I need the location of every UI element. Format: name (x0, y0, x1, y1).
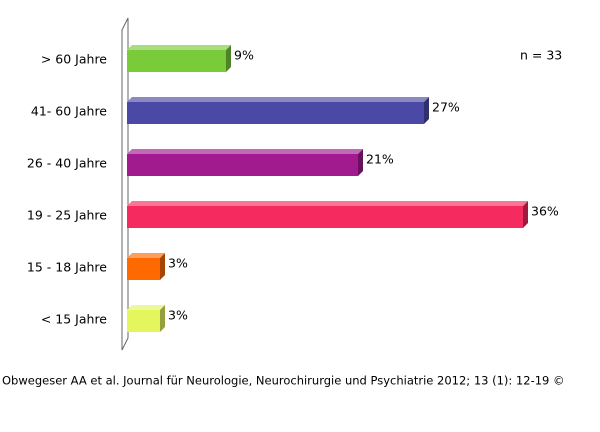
y-tick-label: 26 - 40 Jahre (27, 156, 107, 171)
bar (127, 102, 424, 124)
y-tick-label: 15 - 18 Jahre (27, 260, 107, 275)
value-label: 21% (366, 152, 394, 167)
annotation: n = 33 (520, 48, 562, 63)
bar-top (127, 45, 231, 50)
bar-side (226, 45, 231, 72)
y-tick-label: 19 - 25 Jahre (27, 208, 107, 223)
bar-top (127, 253, 165, 258)
bar (127, 310, 160, 332)
bar (127, 154, 358, 176)
back-wall (121, 17, 129, 351)
value-label: 3% (168, 308, 188, 323)
value-label: 27% (432, 100, 460, 115)
bar-side (358, 149, 363, 176)
source: Obwegeser AA et al. Journal für Neurolog… (2, 374, 565, 388)
bar-side (160, 253, 165, 280)
bar-top (127, 97, 429, 102)
bar-side (424, 97, 429, 124)
value-label: 3% (168, 256, 188, 271)
y-tick-label: 41- 60 Jahre (31, 104, 107, 119)
y-tick-label: < 15 Jahre (41, 312, 107, 327)
bar (127, 50, 226, 72)
y-tick-label: > 60 Jahre (41, 52, 107, 67)
bar-top (127, 305, 165, 310)
value-label: 36% (531, 204, 559, 219)
bar (127, 206, 523, 228)
value-label: 9% (234, 48, 254, 63)
bar-side (523, 201, 528, 228)
bar (127, 258, 160, 280)
bar-top (127, 201, 528, 206)
bar-side (160, 305, 165, 332)
bar-top (127, 149, 363, 154)
